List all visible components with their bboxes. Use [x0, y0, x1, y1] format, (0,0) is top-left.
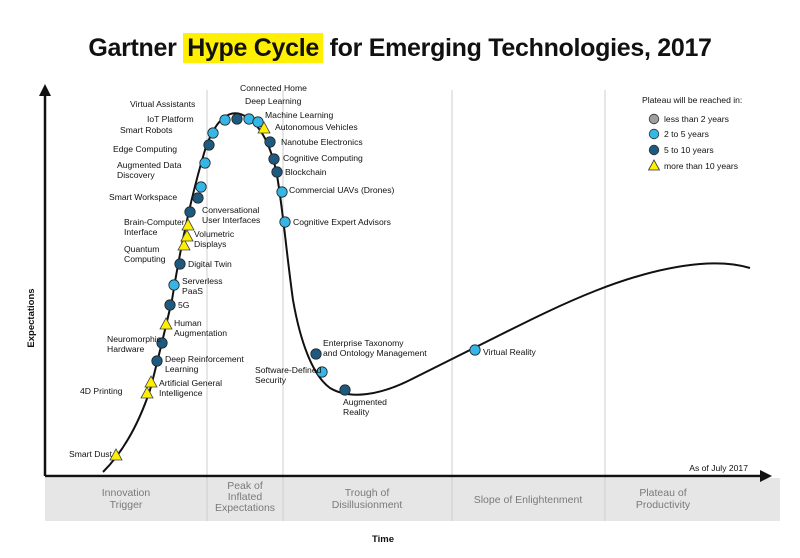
phase-plateau-of-productivity: Plateau of Productivity — [636, 487, 691, 511]
label-cognitive-computing: Cognitive Computing — [283, 153, 363, 163]
marker-iot-platform — [207, 127, 219, 139]
marker-blockchain — [271, 166, 283, 178]
legend-5-to-10-label: 5 to 10 years — [664, 145, 714, 155]
marker-enterprise-taxonomy-and-ontology-management — [310, 348, 322, 360]
title-suffix: for Emerging Technologies, 2017 — [329, 34, 712, 62]
marker-cognitive-expert-advisors — [279, 216, 291, 228]
marker-connected-home — [231, 113, 243, 125]
marker-human-augmentation — [159, 317, 173, 330]
legend-5-to-10-marker — [648, 144, 660, 156]
label-machine-learning: Machine Learning — [265, 110, 334, 120]
marker-commercial-uavs-drones — [276, 186, 288, 198]
marker-nanotube-electronics — [264, 136, 276, 148]
label-augmented-reality: Augmented Reality — [343, 397, 387, 417]
phase-dividers — [206, 90, 606, 521]
label-smart-workspace: Smart Workspace — [109, 192, 177, 202]
marker-machine-learning — [252, 116, 264, 128]
label-augmented-data-discovery: Augmented Data Discovery — [117, 160, 182, 180]
marker-smart-dust — [109, 448, 123, 461]
label-5g: 5G — [178, 300, 190, 310]
label-edge-computing: Edge Computing — [113, 144, 177, 154]
marker-serverless-paas — [168, 279, 180, 291]
marker-smart-workspace — [192, 192, 204, 204]
legend-less-than-2-marker — [648, 113, 660, 125]
label-brain-computer-interface: Brain-Computer Interface — [124, 217, 185, 237]
phase-trough-of-disillusionment: Trough of Disillusionment — [332, 487, 403, 511]
label-enterprise-taxonomy-and-ontology-management: Enterprise Taxonomy and Ontology Manageme… — [323, 338, 427, 358]
label-volumetric-displays: Volumetric Displays — [194, 229, 235, 249]
label-nanotube-electronics: Nanotube Electronics — [281, 137, 363, 147]
label-smart-dust: Smart Dust — [69, 449, 113, 459]
label-cognitive-expert-advisors: Cognitive Expert Advisors — [293, 217, 391, 227]
marker-cognitive-computing — [268, 153, 280, 165]
marker-edge-computing — [199, 157, 211, 169]
label-commercial-uavs-drones: Commercial UAVs (Drones) — [289, 185, 395, 195]
x-axis-arrow — [760, 470, 772, 482]
label-serverless-paas: Serverless PaaS — [182, 276, 223, 296]
marker-virtual-assistants — [219, 114, 231, 126]
label-conversational-user-interfaces: Conversational User Interfaces — [202, 205, 260, 225]
phase-peak-of-inflated-expectations: Peak of Inflated Expectations — [215, 480, 275, 514]
label-virtual-reality: Virtual Reality — [483, 347, 537, 357]
legend-title: Plateau will be reached in: — [642, 95, 742, 105]
marker-artificial-general-intelligence — [144, 375, 158, 388]
label-4d-printing: 4D Printing — [80, 386, 123, 396]
label-smart-robots: Smart Robots — [120, 125, 173, 135]
phase-labels: Innovation Trigger Peak of Inflated Expectat… — [102, 480, 691, 514]
x-axis-label: Time — [372, 534, 394, 545]
marker-digital-twin — [174, 258, 186, 270]
marker-smart-robots — [203, 139, 215, 151]
as-of-date: As of July 2017 — [689, 463, 748, 473]
title-prefix: Gartner — [88, 34, 177, 62]
phase-innovation-trigger: Innovation Trigger — [102, 487, 151, 511]
legend: Plateau will be reached in: less than 2 … — [642, 95, 742, 171]
legend-2-to-5-marker — [648, 128, 660, 140]
legend-more-than-10-label: more than 10 years — [664, 161, 738, 171]
marker-quantum-computing — [177, 238, 191, 251]
label-blockchain: Blockchain — [285, 167, 327, 177]
legend-2-to-5-label: 2 to 5 years — [664, 129, 709, 139]
phase-slope-of-enlightenment: Slope of Enlightenment — [474, 494, 583, 506]
label-autonomous-vehicles: Autonomous Vehicles — [275, 122, 358, 132]
marker-volumetric-displays — [180, 229, 194, 242]
label-deep-reinforcement-learning: Deep Reinforcement Learning — [165, 354, 244, 374]
technology-labels: Smart Dust 4D Printing Artificial General I… — [69, 83, 537, 459]
label-connected-home: Connected Home — [240, 83, 307, 93]
label-virtual-assistants: Virtual Assistants — [130, 99, 195, 109]
y-axis-label: Expectations — [26, 288, 37, 347]
marker-5g — [164, 299, 176, 311]
marker-augmented-reality — [339, 384, 351, 396]
phase-band — [45, 478, 780, 521]
marker-neuromorphic-hardware — [156, 337, 168, 349]
y-axis-arrow — [39, 84, 51, 96]
label-quantum-computing: Quantum Computing — [124, 244, 166, 264]
title-highlight: Hype Cycle — [183, 33, 323, 63]
chart-title: Gartner Hype Cycle for Emerging Technolo… — [0, 33, 800, 63]
label-artificial-general-intelligence: Artificial General Intelligence — [159, 378, 222, 398]
marker-virtual-reality — [469, 344, 481, 356]
marker-augmented-data-discovery — [195, 181, 207, 193]
marker-4d-printing — [140, 386, 154, 399]
technology-markers — [109, 113, 481, 461]
label-deep-learning: Deep Learning — [245, 96, 302, 106]
legend-less-than-2-label: less than 2 years — [664, 114, 729, 124]
label-digital-twin: Digital Twin — [188, 259, 232, 269]
legend-more-than-10-marker — [647, 159, 661, 171]
marker-autonomous-vehicles — [257, 121, 271, 134]
label-iot-platform: IoT Platform — [147, 114, 194, 124]
label-neuromorphic-hardware: Neuromorphic Hardware — [107, 334, 162, 354]
label-human-augmentation: Human Augmentation — [174, 318, 227, 338]
label-software-defined-security: Software-Defined Security — [255, 365, 322, 385]
marker-conversational-user-interfaces — [184, 206, 196, 218]
marker-software-defined-security — [316, 366, 328, 378]
marker-deep-reinforcement-learning — [151, 355, 163, 367]
marker-brain-computer-interface — [181, 218, 195, 231]
